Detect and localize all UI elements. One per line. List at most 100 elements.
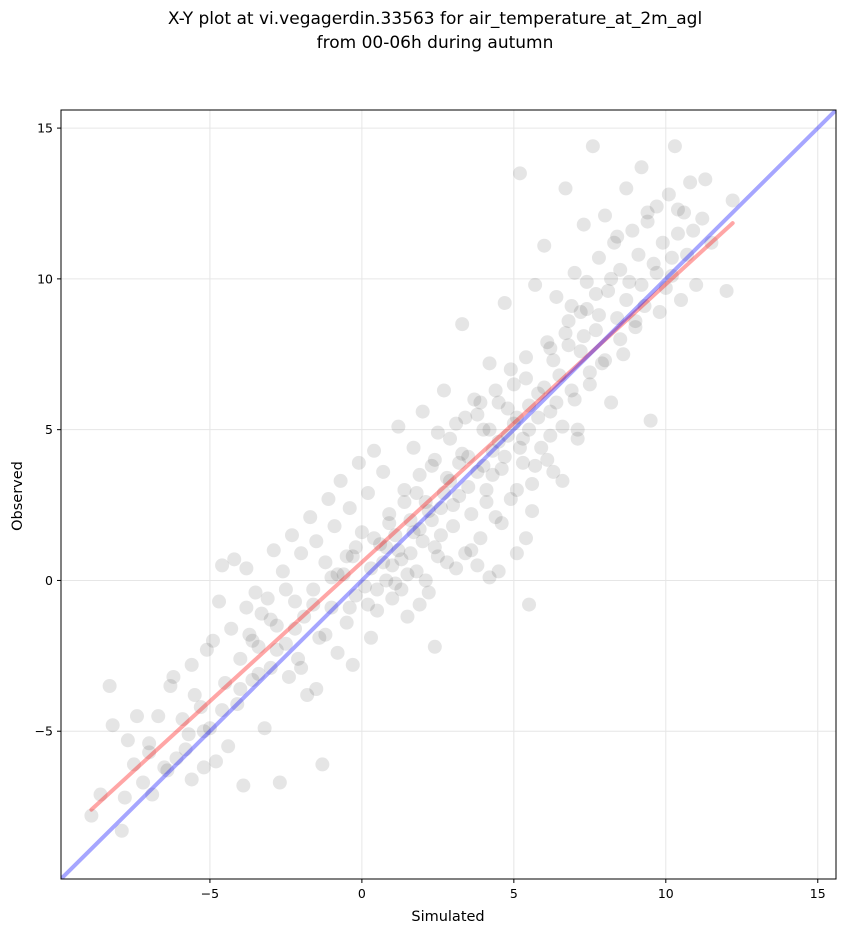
data-point	[525, 476, 540, 491]
data-point	[105, 718, 120, 733]
y-tick-label: 15	[37, 121, 53, 136]
data-point	[619, 292, 634, 307]
data-point	[461, 449, 476, 464]
data-point	[163, 678, 178, 693]
data-point	[686, 223, 701, 238]
data-point	[500, 428, 515, 443]
data-point	[464, 543, 479, 558]
data-point	[403, 513, 418, 528]
data-point	[512, 440, 527, 455]
data-point	[300, 688, 315, 703]
data-point	[664, 268, 679, 283]
data-point	[522, 398, 537, 413]
grid-lines	[61, 110, 836, 879]
data-point	[136, 775, 151, 790]
plot-frame	[60, 109, 837, 880]
data-point	[379, 573, 394, 588]
data-point	[640, 205, 655, 220]
data-point	[400, 567, 415, 582]
data-point	[528, 458, 543, 473]
data-point	[406, 440, 421, 455]
y-axis-label: Observed	[10, 461, 26, 531]
x-tick-label: 0	[358, 886, 366, 901]
data-point	[470, 407, 485, 422]
data-point	[449, 416, 464, 431]
data-point	[126, 757, 141, 772]
data-point	[275, 564, 290, 579]
data-point	[336, 567, 351, 582]
data-point	[205, 633, 220, 648]
data-point	[370, 582, 385, 597]
data-point	[367, 443, 382, 458]
data-point	[479, 495, 494, 510]
data-point	[379, 540, 394, 555]
data-point	[528, 277, 543, 292]
data-point	[634, 277, 649, 292]
chart-title-line-1: X-Y plot at vi.vegagerdin.33563 for air_…	[168, 9, 702, 29]
data-point	[242, 627, 257, 642]
data-point	[509, 482, 524, 497]
data-point	[695, 211, 710, 226]
data-point	[652, 305, 667, 320]
data-point	[543, 341, 558, 356]
data-point	[251, 666, 266, 681]
data-point	[622, 274, 637, 289]
data-point	[84, 808, 99, 823]
data-point	[549, 395, 564, 410]
data-point	[704, 235, 719, 250]
data-point	[294, 546, 309, 561]
data-point	[385, 591, 400, 606]
chart-title-line-2: from 00-06h during autumn	[317, 33, 554, 53]
data-point	[519, 371, 533, 386]
data-point	[397, 482, 412, 497]
data-point	[561, 314, 576, 329]
data-point	[415, 404, 430, 419]
data-point	[184, 657, 199, 672]
data-point	[661, 187, 676, 202]
data-point	[561, 338, 576, 353]
data-point	[412, 467, 427, 482]
data-point	[655, 235, 670, 250]
data-point	[449, 561, 464, 576]
data-point	[473, 395, 488, 410]
data-point	[579, 302, 594, 317]
data-point	[531, 410, 546, 425]
data-point	[215, 703, 230, 718]
data-point	[376, 555, 391, 570]
data-point	[324, 570, 339, 585]
data-point	[582, 365, 597, 380]
data-point	[598, 208, 613, 223]
data-point	[160, 763, 175, 778]
data-point	[181, 727, 196, 742]
data-point	[272, 775, 287, 790]
data-point	[342, 600, 357, 615]
data-point	[330, 567, 345, 582]
data-point	[443, 473, 458, 488]
data-point	[519, 531, 533, 546]
data-point	[515, 455, 530, 470]
data-point	[555, 473, 570, 488]
data-point	[631, 247, 646, 262]
data-point	[394, 582, 409, 597]
data-point	[330, 645, 345, 660]
data-point	[619, 181, 634, 196]
data-point	[175, 712, 190, 727]
data-point	[546, 464, 561, 479]
data-point	[354, 525, 369, 540]
data-point	[476, 422, 491, 437]
data-point	[503, 362, 518, 377]
data-point	[543, 428, 558, 443]
data-point	[494, 461, 509, 476]
data-point	[315, 757, 330, 772]
data-point	[579, 274, 594, 289]
data-point	[409, 485, 424, 500]
data-point	[540, 452, 555, 467]
data-point	[412, 522, 427, 537]
data-point	[382, 516, 397, 531]
data-point	[470, 558, 485, 573]
data-point	[546, 353, 561, 368]
data-point	[209, 754, 223, 769]
data-point	[166, 669, 181, 684]
data-point	[543, 404, 558, 419]
